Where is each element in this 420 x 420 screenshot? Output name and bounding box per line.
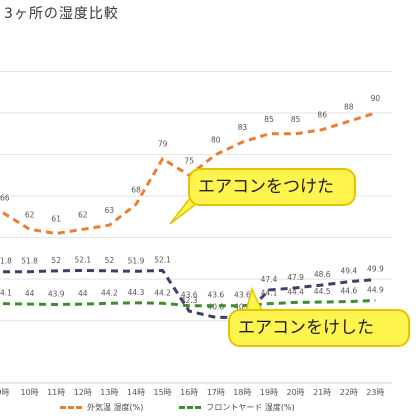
callout-ac-on: エアコンをつけた bbox=[188, 168, 356, 206]
x-tick-label: 18時 bbox=[233, 388, 251, 397]
x-tick-label: 23時 bbox=[366, 388, 384, 397]
data-label: 51.9 bbox=[128, 256, 145, 265]
data-label: 44.2 bbox=[101, 288, 118, 297]
x-tick-label: 14時 bbox=[127, 388, 145, 397]
data-label: 51.8 bbox=[21, 257, 38, 266]
legend-item-outdoor: 外気温 湿度(%) bbox=[60, 402, 143, 413]
x-tick-label: 10時 bbox=[21, 388, 39, 397]
data-label: 62 bbox=[25, 210, 35, 219]
data-label: 63 bbox=[105, 206, 115, 215]
x-tick-label: 11時 bbox=[47, 388, 65, 397]
legend-label-outdoor: 外気温 湿度(%) bbox=[87, 403, 144, 412]
data-label: 44.5 bbox=[314, 287, 331, 296]
data-label: 47.9 bbox=[287, 273, 304, 282]
x-tick-label: 20時 bbox=[287, 388, 305, 397]
data-label: 43.6 bbox=[181, 291, 198, 300]
data-label: 44.2 bbox=[154, 288, 171, 297]
data-label: 52 bbox=[105, 256, 115, 265]
data-label: 85 bbox=[291, 115, 301, 124]
data-label: 44.9 bbox=[367, 285, 384, 294]
x-tick-label: 15時 bbox=[154, 388, 172, 397]
data-label: 43.6 bbox=[207, 291, 224, 300]
legend-label-frontyard: フロントヤード 湿度(%) bbox=[206, 403, 295, 412]
data-label: 49.4 bbox=[340, 267, 357, 276]
legend: 外気温 湿度(%) フロントヤード 湿度(%) bbox=[60, 402, 295, 413]
data-label: 48.6 bbox=[314, 270, 331, 279]
data-label: 44.1 bbox=[261, 289, 278, 298]
data-label: 90 bbox=[371, 94, 381, 103]
x-tick-label: 21時 bbox=[313, 388, 331, 397]
data-label: 62 bbox=[78, 210, 88, 219]
data-label: 44.6 bbox=[340, 287, 357, 296]
x-tick-label: 19時 bbox=[260, 388, 278, 397]
data-label: 75 bbox=[184, 156, 194, 165]
legend-swatch-outdoor bbox=[60, 406, 82, 409]
data-label: 44 bbox=[25, 289, 35, 298]
x-tick-label: 12時 bbox=[74, 388, 92, 397]
data-label: 43.6 bbox=[234, 291, 251, 300]
data-label: 79 bbox=[158, 140, 168, 149]
series-line-1 bbox=[3, 268, 376, 319]
data-label: 4.1 bbox=[0, 289, 12, 298]
legend-swatch-frontyard bbox=[179, 406, 202, 409]
x-tick-label: 9時 bbox=[0, 388, 10, 397]
data-label: 83 bbox=[238, 123, 248, 132]
x-tick-label: 22時 bbox=[340, 388, 358, 397]
data-label: 42.3 bbox=[181, 296, 198, 305]
data-label: 47.4 bbox=[261, 275, 278, 284]
data-label: 1.8 bbox=[0, 257, 12, 266]
data-label: 52.1 bbox=[154, 255, 171, 264]
x-tick-label: 16時 bbox=[180, 388, 198, 397]
data-label: 43.9 bbox=[48, 290, 65, 299]
data-label: 88 bbox=[344, 102, 354, 111]
data-label: 40.8 bbox=[234, 302, 251, 311]
data-label: 86 bbox=[317, 111, 327, 120]
x-tick-label: 17時 bbox=[207, 388, 225, 397]
data-label: 61 bbox=[51, 214, 61, 223]
data-label: 40.8 bbox=[207, 302, 224, 311]
series-line-2 bbox=[2, 298, 376, 308]
data-label: 44.4 bbox=[287, 287, 304, 296]
data-label: 66 bbox=[0, 194, 10, 203]
callout-ac-off: エアコンをけした bbox=[228, 309, 410, 347]
data-label: 85 bbox=[264, 115, 274, 124]
chart-title: 3ヶ所の湿度比較 bbox=[4, 6, 119, 22]
x-tick-label: 13時 bbox=[100, 388, 118, 397]
data-label: 52.1 bbox=[74, 255, 91, 264]
data-label: 44 bbox=[78, 289, 88, 298]
legend-item-frontyard: フロントヤード 湿度(%) bbox=[179, 402, 295, 413]
data-label: 49.9 bbox=[367, 265, 384, 274]
data-label: 52 bbox=[51, 256, 61, 265]
data-label: 80 bbox=[211, 136, 221, 145]
data-label: 44.3 bbox=[128, 288, 145, 297]
data-label: 68 bbox=[131, 185, 141, 194]
